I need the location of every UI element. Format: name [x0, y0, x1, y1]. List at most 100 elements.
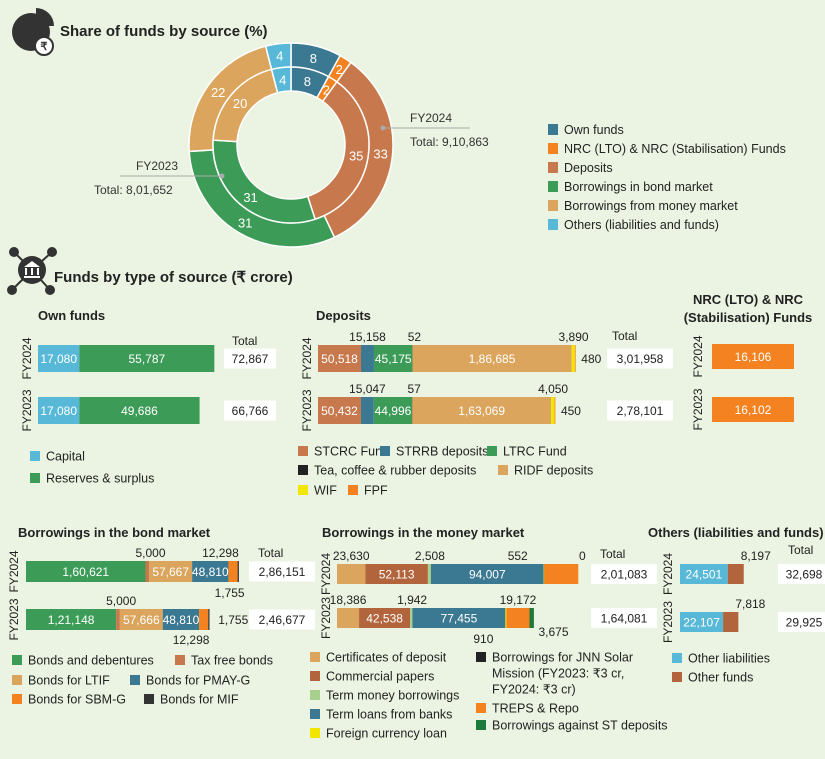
category-label-fy2024: FY2024: [7, 550, 21, 592]
total-value: 66,766: [232, 404, 269, 418]
bar-callout-label: 3,675: [538, 625, 568, 639]
total-value: 2,01,083: [601, 568, 648, 582]
legend-swatch: [348, 485, 358, 495]
total-header: Total: [612, 329, 637, 343]
total-header: Total: [232, 334, 257, 348]
donut-value-label: 4: [279, 73, 286, 88]
bar-value-label: 48,810: [192, 565, 229, 579]
bar-segment: [145, 561, 150, 582]
total-box: [249, 609, 315, 630]
legend-label: Borrowings from money market: [564, 199, 738, 213]
category-label-fy2023: FY2023: [7, 598, 21, 640]
category-label-fy2023: FY2023: [319, 597, 333, 639]
total-value: 2,86,151: [259, 565, 306, 579]
panel-title: Own funds: [38, 308, 105, 323]
bar-value-label: 17,080: [40, 352, 77, 366]
bar-value-label: 42,538: [366, 612, 403, 626]
legend-swatch: [548, 124, 558, 135]
total-header: Total: [258, 546, 283, 560]
bar-value-label: 1,21,148: [48, 613, 95, 627]
legend-label: NRC (LTO) & NRC (Stabilisation) Funds: [564, 142, 786, 156]
bar-callout-label: 3,890: [559, 330, 589, 344]
legend-swatch: [30, 451, 40, 461]
panel-others: Others (liabilities and funds) Total FY202…: [648, 525, 825, 643]
bar-callout-label: 23,630: [333, 549, 370, 563]
total-box: [778, 564, 825, 584]
bar-callout-label: 5,000: [106, 594, 136, 608]
legend-label: Bonds and debentures: [28, 654, 154, 668]
bar-value-label: 24,501: [686, 568, 723, 582]
donut-value-label: 8: [304, 74, 311, 89]
bar-value-label: 55,787: [128, 352, 165, 366]
legend-swatch: [12, 694, 22, 704]
bar-callout-label: 52: [408, 330, 422, 344]
bar-segment: [373, 345, 413, 372]
donut-slice-fy2023-5: [270, 66, 292, 94]
legend-label: Deposits: [564, 161, 613, 175]
legend-swatch: [130, 675, 140, 685]
panel-money: Borrowings in the money market Total FY202…: [319, 525, 657, 639]
legend-swatch: [175, 655, 185, 665]
legend-label: Other liabilities: [688, 652, 770, 666]
legend-swatch: [144, 694, 154, 704]
bar-segment: [228, 561, 238, 582]
legend-label: Capital: [46, 450, 85, 464]
panel-title: NRC (LTO) & NRC: [693, 292, 804, 307]
legend-label: STCRC Fund: [314, 445, 389, 459]
panel-title: Borrowings in the bond market: [18, 525, 211, 540]
donut-value-label: 22: [211, 85, 225, 100]
total-box: [224, 348, 276, 369]
bar-value-label: 77,455: [441, 612, 478, 626]
funds-type-title: Funds by type of source (₹ crore): [54, 269, 293, 286]
total-header: Total: [600, 547, 625, 561]
bar-callout-label: 910: [473, 632, 493, 646]
total-box: [591, 608, 657, 628]
bar-value-label: 50,518: [321, 352, 358, 366]
legend-swatch: [30, 473, 40, 483]
legend-swatch: [548, 200, 558, 211]
bar-callout-label: 7,818: [735, 597, 765, 611]
total-box: [249, 561, 315, 582]
legend-label: FPF: [364, 484, 388, 498]
panel-nrc: NRC (LTO) & NRC (Stabilisation) Funds FY20…: [684, 292, 813, 431]
bar-value-label: 44,996: [375, 404, 412, 418]
legend-label: Tea, coffee & rubber deposits: [314, 464, 476, 478]
legend-label: Own funds: [564, 123, 624, 137]
bar-segment: [318, 397, 361, 424]
legend-label: Bonds for PMAY-G: [146, 674, 250, 688]
legend-swatch: [298, 485, 308, 495]
legend-swatch: [12, 675, 22, 685]
bar-callout-label: 0: [579, 549, 586, 563]
total-box: [224, 400, 276, 421]
total-box: [607, 400, 673, 421]
bar-segment: [149, 561, 193, 582]
fy2023-callout-label: FY2023: [136, 159, 178, 173]
bar-value-label: 22,107: [683, 616, 720, 630]
category-label-fy2023: FY2023: [300, 389, 314, 431]
legend-swatch: [548, 219, 558, 230]
bar-callout-label: 552: [508, 549, 528, 563]
bar-segment: [412, 397, 552, 424]
bar-segment: [571, 345, 575, 372]
bar-callout-label: 450: [561, 404, 581, 418]
legend-swatch: [476, 720, 486, 730]
bar-segment: [412, 345, 572, 372]
donut-value-label: 8: [310, 51, 317, 66]
bar-segment: [26, 609, 117, 630]
legend-label: Bonds for SBM-G: [28, 693, 126, 707]
bar-segment: [554, 397, 556, 424]
fy2024-callout-total: Total: 9,10,863: [410, 135, 489, 149]
total-value: 29,925: [786, 616, 823, 630]
fy2024-callout-label: FY2024: [410, 111, 452, 125]
bar-value-label: 57,667: [152, 565, 189, 579]
bar-value-label: 1,60,621: [62, 565, 109, 579]
donut-value-label: 31: [243, 190, 257, 205]
total-box: [607, 348, 673, 369]
bar-segment: [119, 609, 163, 630]
bar-segment: [712, 397, 794, 422]
legend-label: LTRC Fund: [503, 445, 567, 459]
bar-segment: [26, 561, 146, 582]
bar-segment: [38, 345, 80, 372]
legend-label: Term money borrowings: [326, 689, 459, 703]
legend-swatch: [672, 653, 682, 663]
